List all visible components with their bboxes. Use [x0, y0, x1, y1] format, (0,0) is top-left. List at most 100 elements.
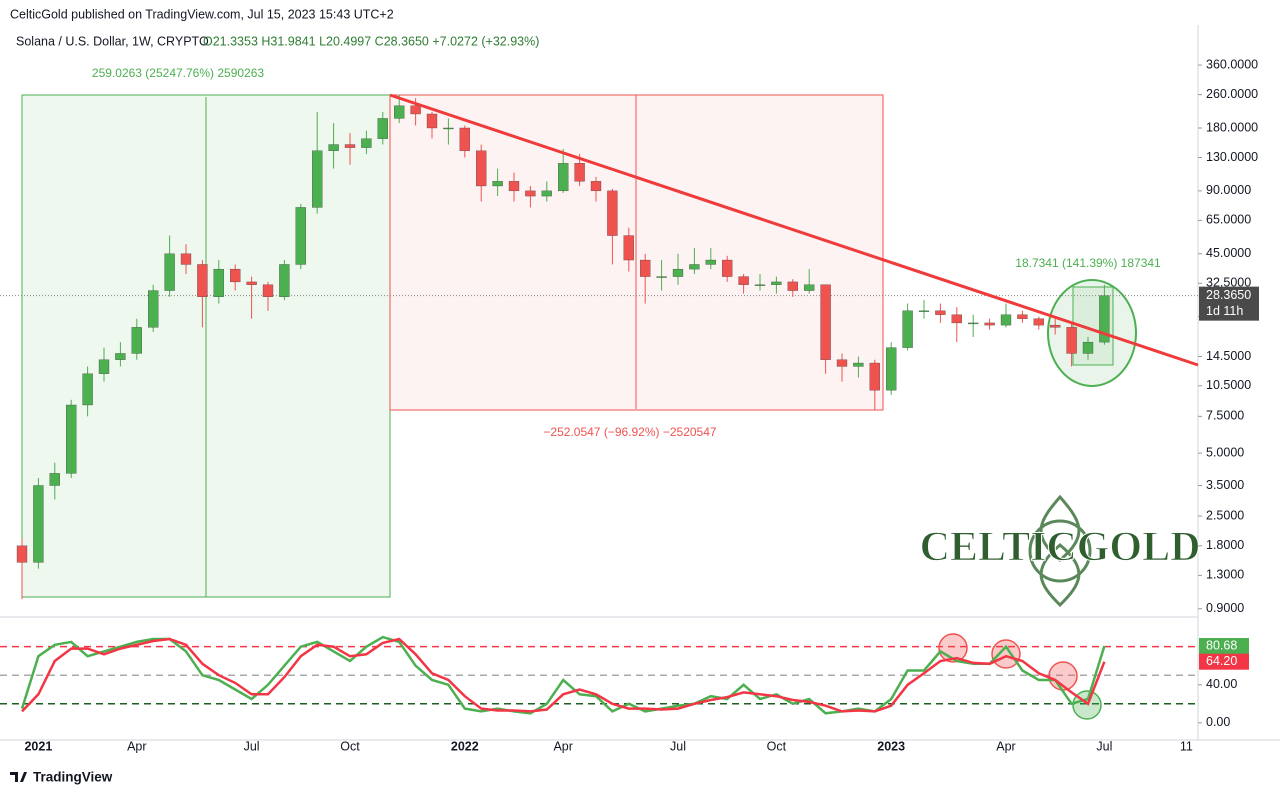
candle-body: [705, 259, 716, 265]
oscillator-line: [20, 635, 1106, 715]
candle-body: [82, 373, 93, 406]
candle-body: [541, 190, 552, 197]
candle-body: [33, 485, 44, 563]
x-tick-label: 11: [1180, 739, 1193, 753]
x-tick-label: Oct: [340, 739, 360, 753]
candle-body: [443, 127, 454, 130]
x-tick-label: 2022: [451, 739, 479, 753]
x-tick-label: Jul: [1096, 739, 1112, 753]
candle-body: [377, 118, 388, 139]
candle-body: [16, 545, 28, 563]
y-tick-label: 2.5000: [1206, 508, 1244, 522]
candle-body: [49, 473, 60, 486]
y-tick-label: 7.5000: [1206, 409, 1244, 423]
y-tick-label: 90.0000: [1206, 183, 1251, 197]
ohlc-line: O21.3353 H31.9841 L20.4997 C28.3650 +7.0…: [203, 34, 539, 48]
candle-body: [820, 284, 831, 360]
y-tick-label: 10.5000: [1206, 378, 1251, 392]
trendline: [389, 93, 1199, 367]
candle-body: [1000, 314, 1012, 326]
candle-body: [590, 181, 602, 192]
footer-logo: [10, 772, 27, 782]
x-tick-label: Oct: [767, 739, 787, 753]
candle-body: [623, 235, 634, 261]
y-tick-label: 32.5000: [1206, 276, 1251, 290]
candle-body: [492, 181, 503, 187]
candle-body: [508, 181, 520, 192]
x-tick-label: Apr: [996, 739, 1015, 753]
candle-body: [640, 259, 651, 277]
value-label-box: [1199, 653, 1249, 670]
y-tick-label: 0.00: [1206, 715, 1230, 729]
candle-body: [262, 284, 274, 297]
y-tick-label: 65.0000: [1206, 213, 1251, 227]
y-tick-label: 40.00: [1206, 677, 1237, 691]
candle-body: [148, 290, 159, 328]
candle-body: [607, 190, 618, 236]
y-tick-label: 14.5000: [1206, 349, 1251, 363]
x-tick-label: Apr: [127, 739, 146, 753]
value-label: 64.20: [1206, 654, 1237, 668]
candle-body: [886, 347, 897, 391]
candle-body: [394, 105, 405, 119]
y-tick-label: 1.3000: [1206, 568, 1244, 582]
last-price-box: [1199, 286, 1259, 321]
candle-body: [738, 276, 749, 285]
candle-body: [869, 362, 880, 391]
y-tick-label: 45.0000: [1206, 246, 1251, 260]
x-tick-label: Jul: [244, 739, 260, 753]
candle-body: [984, 322, 995, 326]
candle-body: [754, 284, 766, 286]
candle-body: [1017, 314, 1028, 319]
value-label: 80.68: [1206, 638, 1237, 652]
candle-body: [1066, 327, 1077, 354]
measure-label: 259.0263 (25247.76%) 2590263: [92, 66, 264, 80]
x-tick-label: Jul: [670, 739, 686, 753]
candle-body: [525, 190, 536, 197]
candle-body: [279, 264, 290, 297]
y-tick-label: 1.8000: [1206, 538, 1244, 552]
candle-body: [935, 310, 946, 315]
candle-body: [722, 259, 733, 277]
candle-body: [115, 353, 126, 360]
candle-body: [951, 314, 962, 324]
candle-body: [853, 362, 864, 367]
candle-body: [804, 284, 815, 291]
watermark-logo: [1028, 494, 1092, 608]
y-tick-label: 130.0000: [1206, 150, 1258, 164]
symbol: Solana / U.S. Dollar, 1W, CRYPTO: [16, 34, 209, 48]
countdown-label: 1d 11h: [1206, 304, 1243, 318]
candle-body: [672, 268, 684, 277]
y-tick-label: 260.0000: [1206, 87, 1258, 101]
highlight-circle: [991, 639, 1021, 669]
x-tick-label: 2023: [877, 739, 905, 753]
candle-body: [230, 268, 241, 283]
candle-body: [1033, 318, 1044, 326]
footer-brand: TradingView: [33, 770, 113, 785]
candle-body: [787, 281, 798, 291]
value-label-box: [1199, 638, 1249, 655]
candle-body: [131, 327, 142, 354]
candle-body: [295, 207, 306, 265]
candle-body: [180, 253, 192, 265]
x-tick-label: Apr: [553, 739, 572, 753]
candle-body: [968, 322, 979, 325]
candle-body: [410, 105, 421, 115]
candle-body: [164, 253, 175, 291]
candle-body: [902, 310, 913, 348]
highlight-ellipse: [1047, 279, 1137, 387]
candle-body: [459, 127, 470, 151]
candle-body: [574, 163, 585, 182]
candle-body: [771, 281, 782, 285]
measure-label: −252.0547 (−96.92%) −2520547: [543, 425, 716, 439]
y-tick-label: 5.0000: [1206, 445, 1244, 459]
candle-body: [66, 404, 77, 474]
watermark: CELTICGOLD: [920, 525, 1201, 571]
x-tick-label: 2021: [24, 739, 52, 753]
candle-body: [1099, 295, 1110, 343]
candle-body: [246, 281, 257, 285]
y-tick-label: 360.0000: [1206, 57, 1258, 71]
oscillator-line: [21, 637, 1106, 713]
y-tick-label: 0.9000: [1206, 601, 1244, 615]
